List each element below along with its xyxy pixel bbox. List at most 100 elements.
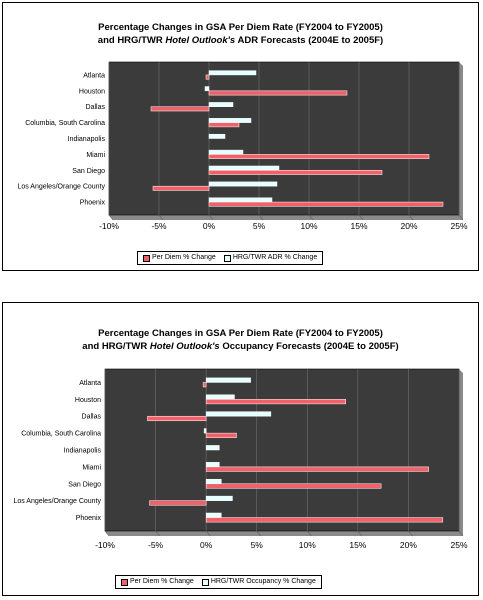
category-label: Phoenix bbox=[76, 515, 102, 522]
category-label: San Diego bbox=[72, 168, 105, 175]
bar-hrg bbox=[208, 149, 244, 155]
x-tick-label: 0% bbox=[203, 221, 216, 231]
tick-mark bbox=[208, 214, 214, 221]
x-tick-label: 10% bbox=[300, 221, 317, 231]
x-tick-label: 15% bbox=[350, 221, 367, 231]
x-tick-label: 20% bbox=[400, 540, 417, 550]
bar-hrg bbox=[205, 445, 220, 451]
category-label: Miami bbox=[82, 464, 101, 471]
x-tick-label: -10% bbox=[99, 221, 119, 231]
chart-title-line1: Percentage Changes in GSA Per Diem Rate … bbox=[98, 328, 383, 339]
category-label: Atlanta bbox=[83, 72, 105, 79]
bar-hrg bbox=[208, 165, 280, 171]
bar-hrg bbox=[205, 462, 220, 468]
bar-hrg bbox=[208, 102, 234, 107]
legend-item-per-diem: Per Diem % Change bbox=[121, 577, 194, 587]
x-tick-label: 15% bbox=[349, 540, 366, 550]
x-tick-label: -10% bbox=[95, 540, 115, 550]
bar-hrg bbox=[205, 478, 222, 485]
tick-mark bbox=[308, 214, 314, 221]
bar-per-diem bbox=[150, 106, 210, 112]
legend-swatch-hrg-adr bbox=[223, 254, 231, 262]
plot-area bbox=[108, 61, 460, 216]
category-label: Columbia, South Carolina bbox=[21, 431, 101, 438]
category-label: Atlanta bbox=[79, 380, 101, 387]
tick-mark bbox=[408, 530, 413, 537]
bar-per-diem bbox=[205, 466, 429, 472]
bar-hrg bbox=[205, 512, 222, 518]
x-tick-label: -5% bbox=[151, 221, 167, 231]
bar-hrg bbox=[203, 428, 207, 434]
legend-item-hrg-adr: HRG/TWR ADR % Change bbox=[223, 253, 317, 263]
x-tick-label: 20% bbox=[400, 221, 417, 231]
bar-per-diem bbox=[208, 154, 430, 159]
category-label: Indianapolis bbox=[68, 136, 106, 143]
chart-title: Percentage Changes in GSA Per Diem Rate … bbox=[3, 21, 478, 47]
chart-panel-occupancy: Percentage Changes in GSA Per Diem Rate … bbox=[2, 302, 479, 596]
bar-per-diem bbox=[149, 500, 207, 506]
chart-panel-adr: Percentage Changes in GSA Per Diem Rate … bbox=[2, 2, 479, 271]
category-label: Phoenix bbox=[80, 200, 106, 207]
bar-hrg bbox=[208, 181, 278, 187]
bar-per-diem bbox=[152, 185, 210, 191]
x-tick-label: 0% bbox=[200, 540, 213, 550]
chart-title-line2: and HRG/TWR Hotel Outlook's ADR Forecast… bbox=[97, 35, 384, 46]
bar-hrg bbox=[208, 118, 252, 123]
legend-swatch-per-diem bbox=[121, 578, 128, 586]
category-label: Indianapolis bbox=[64, 448, 102, 455]
tick-mark bbox=[104, 530, 110, 537]
chart-legend: Per Diem % Change HRG/TWR ADR % Change bbox=[137, 251, 324, 265]
x-tick-label: -5% bbox=[148, 540, 164, 550]
legend-item-hrg-occupancy: HRG/TWR Occupancy % Change bbox=[201, 577, 316, 587]
category-label: Houston bbox=[79, 88, 105, 95]
tick-mark bbox=[307, 530, 312, 537]
tick-mark bbox=[158, 214, 164, 221]
category-label: Miami bbox=[86, 152, 105, 159]
bar-per-diem bbox=[208, 90, 348, 96]
plot-area bbox=[104, 368, 460, 532]
bar-hrg bbox=[205, 394, 235, 400]
tick-mark bbox=[155, 530, 160, 537]
tick-mark bbox=[256, 530, 261, 537]
tick-mark bbox=[458, 530, 464, 537]
tick-mark bbox=[358, 214, 364, 221]
x-tick-label: 5% bbox=[251, 540, 264, 550]
bar-per-diem bbox=[208, 170, 383, 175]
x-tick-label: 25% bbox=[450, 221, 467, 231]
bar-hrg bbox=[205, 495, 233, 501]
legend-swatch-hrg-occupancy bbox=[201, 578, 209, 586]
chart-legend: Per Diem % Change HRG/TWR Occupancy % Ch… bbox=[115, 575, 322, 589]
category-label: Columbia, South Carolina bbox=[25, 120, 105, 127]
bar-per-diem bbox=[208, 201, 444, 207]
x-tick-label: 25% bbox=[450, 540, 467, 550]
tick-mark bbox=[258, 214, 264, 221]
x-tick-label: 10% bbox=[299, 540, 316, 550]
bar-per-diem bbox=[205, 517, 444, 523]
bar-hrg bbox=[204, 86, 210, 92]
chart-title: Percentage Changes in GSA Per Diem Rate … bbox=[3, 327, 478, 353]
category-label: Los Angeles/Orange County bbox=[17, 184, 105, 191]
category-label: Los Angeles/Orange County bbox=[13, 498, 101, 505]
legend-item-per-diem: Per Diem % Change bbox=[143, 253, 216, 263]
bar-hrg bbox=[208, 197, 273, 203]
bar-chart-adr: -10% -5% 0% 5% 10% 15% 20% 25% Atlanta Houston Dal… bbox=[17, 61, 468, 231]
bar-per-diem bbox=[205, 432, 237, 438]
category-label: Dallas bbox=[82, 414, 102, 421]
chart-title-line1: Percentage Changes in GSA Per Diem Rate … bbox=[98, 22, 383, 33]
tick-mark bbox=[205, 530, 211, 537]
bar-hrg bbox=[208, 133, 226, 139]
bar-per-diem bbox=[205, 399, 346, 405]
category-label: Dallas bbox=[86, 104, 106, 111]
tick-mark bbox=[357, 530, 363, 537]
bar-per-diem bbox=[205, 483, 382, 489]
bar-per-diem bbox=[202, 382, 207, 388]
bar-hrg bbox=[208, 70, 257, 76]
legend-swatch-per-diem bbox=[143, 254, 150, 262]
chart-title-line2: and HRG/TWR Hotel Outlook's Occupancy Fo… bbox=[82, 341, 399, 352]
tick-mark bbox=[458, 214, 464, 221]
bar-hrg bbox=[205, 377, 251, 383]
category-label: Houston bbox=[75, 397, 101, 404]
bar-hrg bbox=[205, 411, 272, 417]
bar-per-diem bbox=[147, 415, 207, 422]
bar-per-diem bbox=[205, 74, 210, 80]
